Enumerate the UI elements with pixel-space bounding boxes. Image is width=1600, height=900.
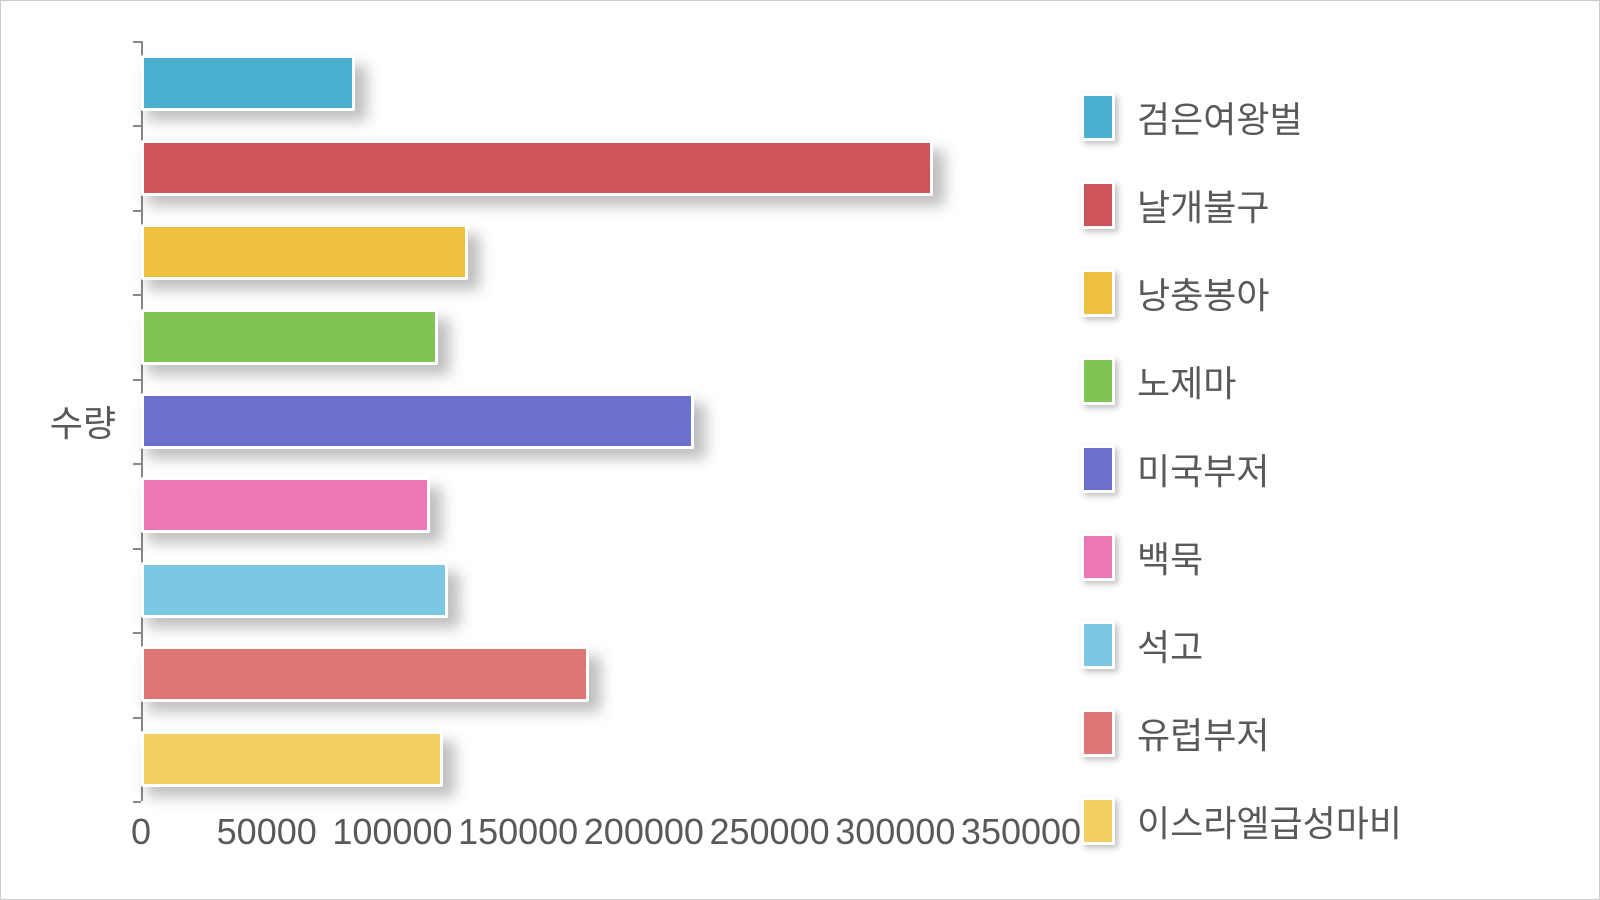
legend-swatch: [1081, 181, 1115, 229]
y-tick: [133, 379, 141, 381]
legend-label: 검은여왕벌: [1137, 91, 1303, 143]
y-tick: [133, 210, 141, 212]
bar: [141, 140, 933, 196]
y-tick: [133, 632, 141, 634]
y-tick: [133, 125, 141, 127]
y-tick: [133, 548, 141, 550]
legend-swatch: [1081, 269, 1115, 317]
x-tick-label: 250000: [709, 811, 829, 853]
legend: 검은여왕벌날개불구낭충봉아노제마미국부저백묵석고유럽부저이스라엘급성마비: [1081, 91, 1551, 883]
y-tick: [133, 801, 141, 803]
bar: [141, 646, 589, 702]
legend-item: 낭충봉아: [1081, 267, 1551, 319]
legend-swatch: [1081, 533, 1115, 581]
bar: [141, 477, 430, 533]
legend-item: 이스라엘급성마비: [1081, 795, 1551, 847]
legend-swatch: [1081, 709, 1115, 757]
legend-label: 낭충봉아: [1137, 267, 1269, 319]
bar: [141, 731, 443, 787]
x-axis: 0500001000001500002000002500003000003500…: [141, 811, 1021, 871]
y-tick: [133, 717, 141, 719]
legend-swatch: [1081, 621, 1115, 669]
legend-item: 날개불구: [1081, 179, 1551, 231]
bar: [141, 562, 448, 618]
legend-swatch: [1081, 357, 1115, 405]
y-tick: [133, 463, 141, 465]
legend-item: 검은여왕벌: [1081, 91, 1551, 143]
legend-label: 백묵: [1137, 531, 1203, 583]
bar: [141, 393, 694, 449]
legend-label: 미국부저: [1137, 443, 1269, 495]
bar: [141, 309, 438, 365]
x-tick-label: 50000: [217, 811, 317, 853]
x-tick-label: 200000: [584, 811, 704, 853]
x-tick-label: 350000: [961, 811, 1081, 853]
bar: [141, 55, 355, 111]
legend-item: 미국부저: [1081, 443, 1551, 495]
chart-frame: 수량 0 50000 1000001500002000002500003000003…: [0, 0, 1600, 900]
legend-label: 이스라엘급성마비: [1137, 795, 1402, 847]
legend-label: 날개불구: [1137, 179, 1269, 231]
legend-item: 유럽부저: [1081, 707, 1551, 759]
bar: [141, 224, 468, 280]
legend-swatch: [1081, 93, 1115, 141]
legend-label: 석고: [1137, 619, 1203, 671]
x-tick-label: 0: [131, 811, 151, 853]
x-tick-label: 150000: [458, 811, 578, 853]
y-tick: [133, 41, 141, 43]
plot-area: [141, 41, 1021, 801]
y-tick: [133, 294, 141, 296]
legend-item: 노제마: [1081, 355, 1551, 407]
legend-swatch: [1081, 445, 1115, 493]
legend-item: 석고: [1081, 619, 1551, 671]
x-tick-label: 300000: [835, 811, 955, 853]
x-tick-label: 100000: [332, 811, 452, 853]
legend-swatch: [1081, 797, 1115, 845]
legend-label: 유럽부저: [1137, 707, 1269, 759]
legend-item: 백묵: [1081, 531, 1551, 583]
legend-label: 노제마: [1137, 355, 1236, 407]
y-axis-title: 수량: [50, 395, 116, 447]
